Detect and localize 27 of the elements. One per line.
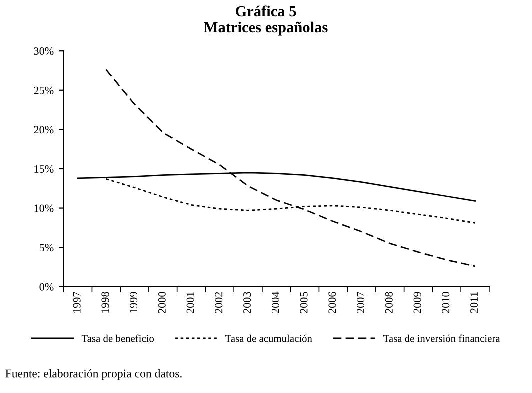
- x-tick-label: 2000: [158, 292, 166, 314]
- y-tick-label: 5%: [40, 244, 54, 252]
- x-tick-label: 2002: [215, 292, 223, 314]
- y-tick-label: 25%: [34, 86, 54, 94]
- x-tick-label: 2003: [244, 292, 252, 314]
- source-note: Fuente: elaboración propia con datos.: [6, 369, 182, 380]
- x-tick-label: 1998: [102, 292, 110, 313]
- legend-label: Tasa de inversión financiera: [383, 334, 500, 342]
- y-tick-label: 0%: [40, 283, 54, 291]
- chart-title: Gráfica 5 Matrices españolas: [204, 6, 328, 36]
- x-tick-label: 2005: [300, 292, 308, 314]
- x-tick-label: 2007: [357, 292, 365, 314]
- y-tick-label: 20%: [34, 126, 54, 134]
- x-tick-label: 2009: [414, 292, 422, 314]
- y-tick-label: 30%: [34, 48, 54, 56]
- x-tick-label: 2006: [328, 292, 336, 314]
- y-tick-label: 10%: [34, 204, 54, 212]
- x-tick-label: 2008: [385, 292, 393, 314]
- x-tick-label: 1999: [130, 292, 138, 313]
- x-tick-label: 2004: [272, 292, 280, 314]
- x-tick-label: 2010: [442, 292, 450, 314]
- x-tick-label: 1997: [73, 292, 81, 313]
- legend-label: Tasa de beneficio: [82, 334, 154, 342]
- x-tick-label: 2011: [470, 292, 478, 314]
- y-tick-label: 15%: [34, 165, 54, 173]
- legend-label: Tasa de acumulación: [225, 334, 312, 342]
- x-tick-label: 2001: [186, 292, 194, 314]
